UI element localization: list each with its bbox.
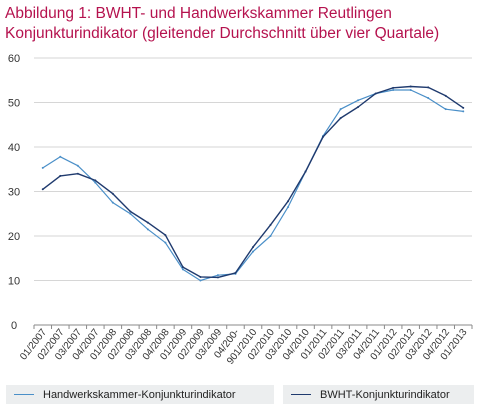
data-point-bwht [269, 223, 272, 226]
data-point-handwerkskammer [339, 108, 342, 111]
data-point-bwht [181, 266, 184, 269]
data-point-bwht [41, 188, 44, 191]
y-tick-label: 20 [8, 231, 20, 243]
data-point-handwerkskammer [269, 235, 272, 237]
data-point-bwht [59, 174, 62, 177]
data-point-bwht [322, 135, 325, 138]
y-tick-label: 50 [8, 98, 20, 110]
legend-label-bwht: BWHT-Konjunkturindikator [320, 388, 450, 401]
series-line-bwht [42, 85, 464, 279]
data-point-bwht [392, 86, 395, 89]
data-point-handwerkskammer [409, 89, 412, 92]
legend-bwht: BWHT-Konjunkturindikator [283, 385, 474, 404]
data-point-bwht [287, 200, 290, 203]
data-point-handwerkskammer [181, 268, 184, 271]
y-tick-label: 30 [8, 187, 20, 199]
chart-axes: 010203040506001/200702/200703/200704/200… [8, 53, 473, 367]
data-point-bwht [146, 221, 149, 224]
data-point-handwerkskammer [59, 155, 62, 158]
data-point-handwerkskammer [252, 250, 254, 253]
data-point-handwerkskammer [146, 228, 149, 231]
data-point-bwht [234, 271, 237, 274]
data-point-handwerkskammer [76, 164, 79, 167]
data-point-bwht [94, 179, 97, 182]
data-point-bwht [374, 92, 377, 95]
data-point-handwerkskammer [444, 108, 447, 111]
data-point-handwerkskammer [94, 181, 97, 184]
data-point-bwht [427, 86, 430, 89]
data-point-handwerkskammer [41, 166, 44, 169]
data-point-bwht [409, 85, 412, 88]
data-point-handwerkskammer [392, 89, 395, 92]
data-point-bwht [129, 210, 132, 213]
y-tick-label: 0 [11, 320, 17, 332]
chart-title: Abbildung 1: BWHT- und Handwerkskammer R… [5, 4, 475, 44]
data-point-handwerkskammer [357, 99, 360, 102]
legend-swatch-bwht [291, 394, 311, 395]
y-tick-label: 60 [8, 53, 20, 65]
data-point-handwerkskammer [462, 110, 465, 113]
legend-label-handwerkskammer: Handwerkskammer-Konjunkturindikator [43, 388, 236, 401]
data-point-bwht [164, 234, 167, 237]
data-point-bwht [357, 105, 360, 108]
legend-swatch-handwerkskammer [14, 394, 34, 395]
y-tick-label: 40 [8, 142, 20, 154]
legend-handwerkskammer: Handwerkskammer-Konjunkturindikator [6, 385, 274, 404]
data-point-handwerkskammer [216, 274, 219, 277]
data-point-bwht [76, 172, 79, 175]
data-point-bwht [216, 276, 219, 279]
data-point-bwht [111, 192, 114, 195]
chart-title-line-1: Abbildung 1: BWHT- und Handwerkskammer R… [5, 5, 392, 22]
data-point-bwht [199, 275, 202, 278]
chart-series [41, 85, 465, 282]
data-point-bwht [339, 117, 342, 120]
data-point-bwht [462, 106, 465, 109]
data-point-handwerkskammer [164, 241, 167, 244]
data-point-bwht [304, 170, 307, 173]
data-point-bwht [252, 246, 254, 249]
data-point-handwerkskammer [129, 212, 132, 215]
data-point-handwerkskammer [427, 97, 430, 100]
data-point-handwerkskammer [111, 201, 114, 204]
data-point-bwht [444, 94, 447, 97]
chart-grid [34, 57, 472, 281]
data-point-handwerkskammer [287, 206, 290, 209]
chart-title-line-2: Konjunkturindikator (gleitender Durchsch… [5, 25, 440, 42]
data-point-handwerkskammer [199, 279, 202, 282]
y-tick-label: 10 [8, 276, 20, 288]
